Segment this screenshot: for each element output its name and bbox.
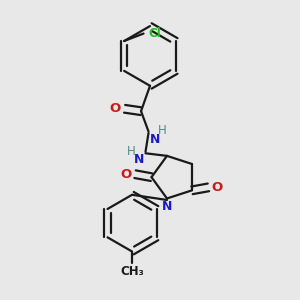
Text: H: H	[127, 145, 136, 158]
Text: O: O	[212, 181, 223, 194]
Text: H: H	[158, 124, 167, 137]
Text: CH₃: CH₃	[120, 265, 144, 278]
Text: N: N	[162, 200, 172, 213]
Text: N: N	[134, 153, 144, 166]
Text: O: O	[121, 168, 132, 181]
Text: Cl: Cl	[148, 27, 161, 40]
Text: N: N	[150, 133, 160, 146]
Text: O: O	[110, 102, 121, 115]
